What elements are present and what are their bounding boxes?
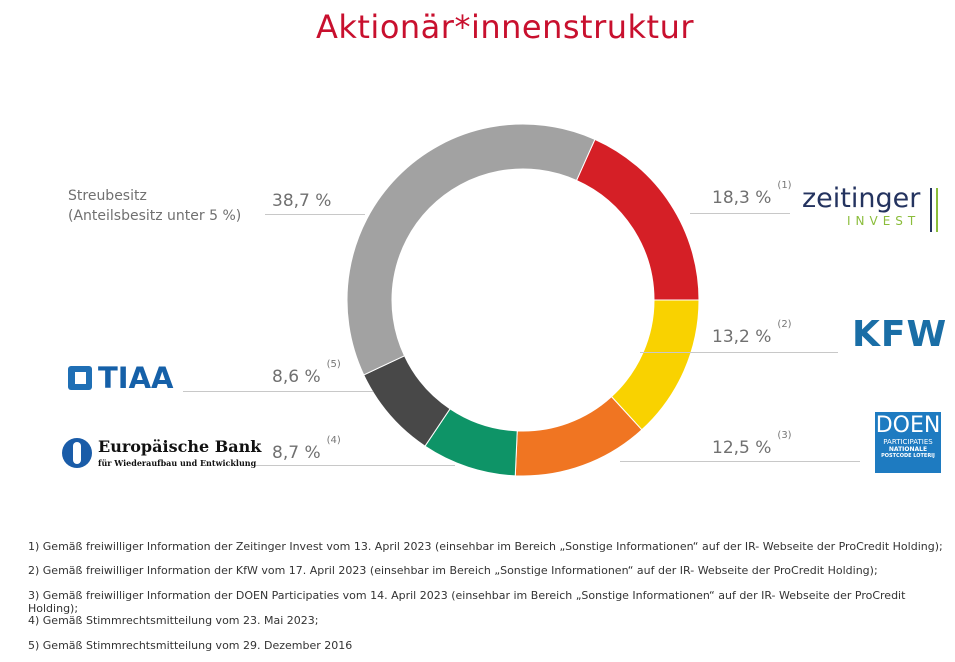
footnote-4: 4) Gemäß Stimmrechtsmitteilung vom 23. M… xyxy=(28,614,319,627)
leader-line-zeitinger xyxy=(690,213,790,214)
zeitinger-invest-logo: zeitinger INVEST xyxy=(802,183,947,232)
value-label-kfw: 13,2 %(2) xyxy=(712,319,792,347)
leader-line-tiaa xyxy=(183,391,373,392)
zeitinger-logo-text: zeitinger xyxy=(802,183,921,214)
value-label-streubesitz: 38,7 % xyxy=(272,191,332,211)
value-label-ebrd: 8,7 %(4) xyxy=(272,435,341,463)
footnote-2: 2) Gemäß freiwilliger Information der Kf… xyxy=(28,564,878,577)
zeitinger-logo-sub: INVEST xyxy=(847,214,921,228)
chart-title: Aktionär*innenstruktur xyxy=(315,8,695,46)
leader-line-ebrd xyxy=(255,465,455,466)
streubesitz-label: Streubesitz (Anteilsbesitz unter 5 %) xyxy=(68,186,241,226)
value-label-tiaa: 8,6 %(5) xyxy=(272,359,341,387)
kfw-logo: KFW xyxy=(852,314,948,355)
donut-slice-0 xyxy=(575,138,700,301)
donut-slice-5 xyxy=(346,123,596,376)
footnote-5: 5) Gemäß Stimmrechtsmitteilung vom 29. D… xyxy=(28,639,353,652)
streubesitz-label-line2: (Anteilsbesitz unter 5 %) xyxy=(68,208,242,224)
footnote-3: 3) Gemäß freiwilliger Information der DO… xyxy=(28,589,906,615)
value-label-doen: 12,5 %(3) xyxy=(712,430,792,458)
leader-line-streubesitz xyxy=(265,214,365,215)
leader-line-doen xyxy=(620,461,860,462)
leader-line-kfw xyxy=(640,352,838,353)
streubesitz-label-line1: Streubesitz xyxy=(68,188,147,204)
donut-slice-2 xyxy=(514,395,643,477)
value-label-zeitinger: 18,3 %(1) xyxy=(712,180,792,208)
doen-logo: DOEN PARTICIPATIES NATIONALE POSTCODE LO… xyxy=(875,412,941,473)
footnote-1: 1) Gemäß freiwilliger Information der Ze… xyxy=(28,540,943,553)
